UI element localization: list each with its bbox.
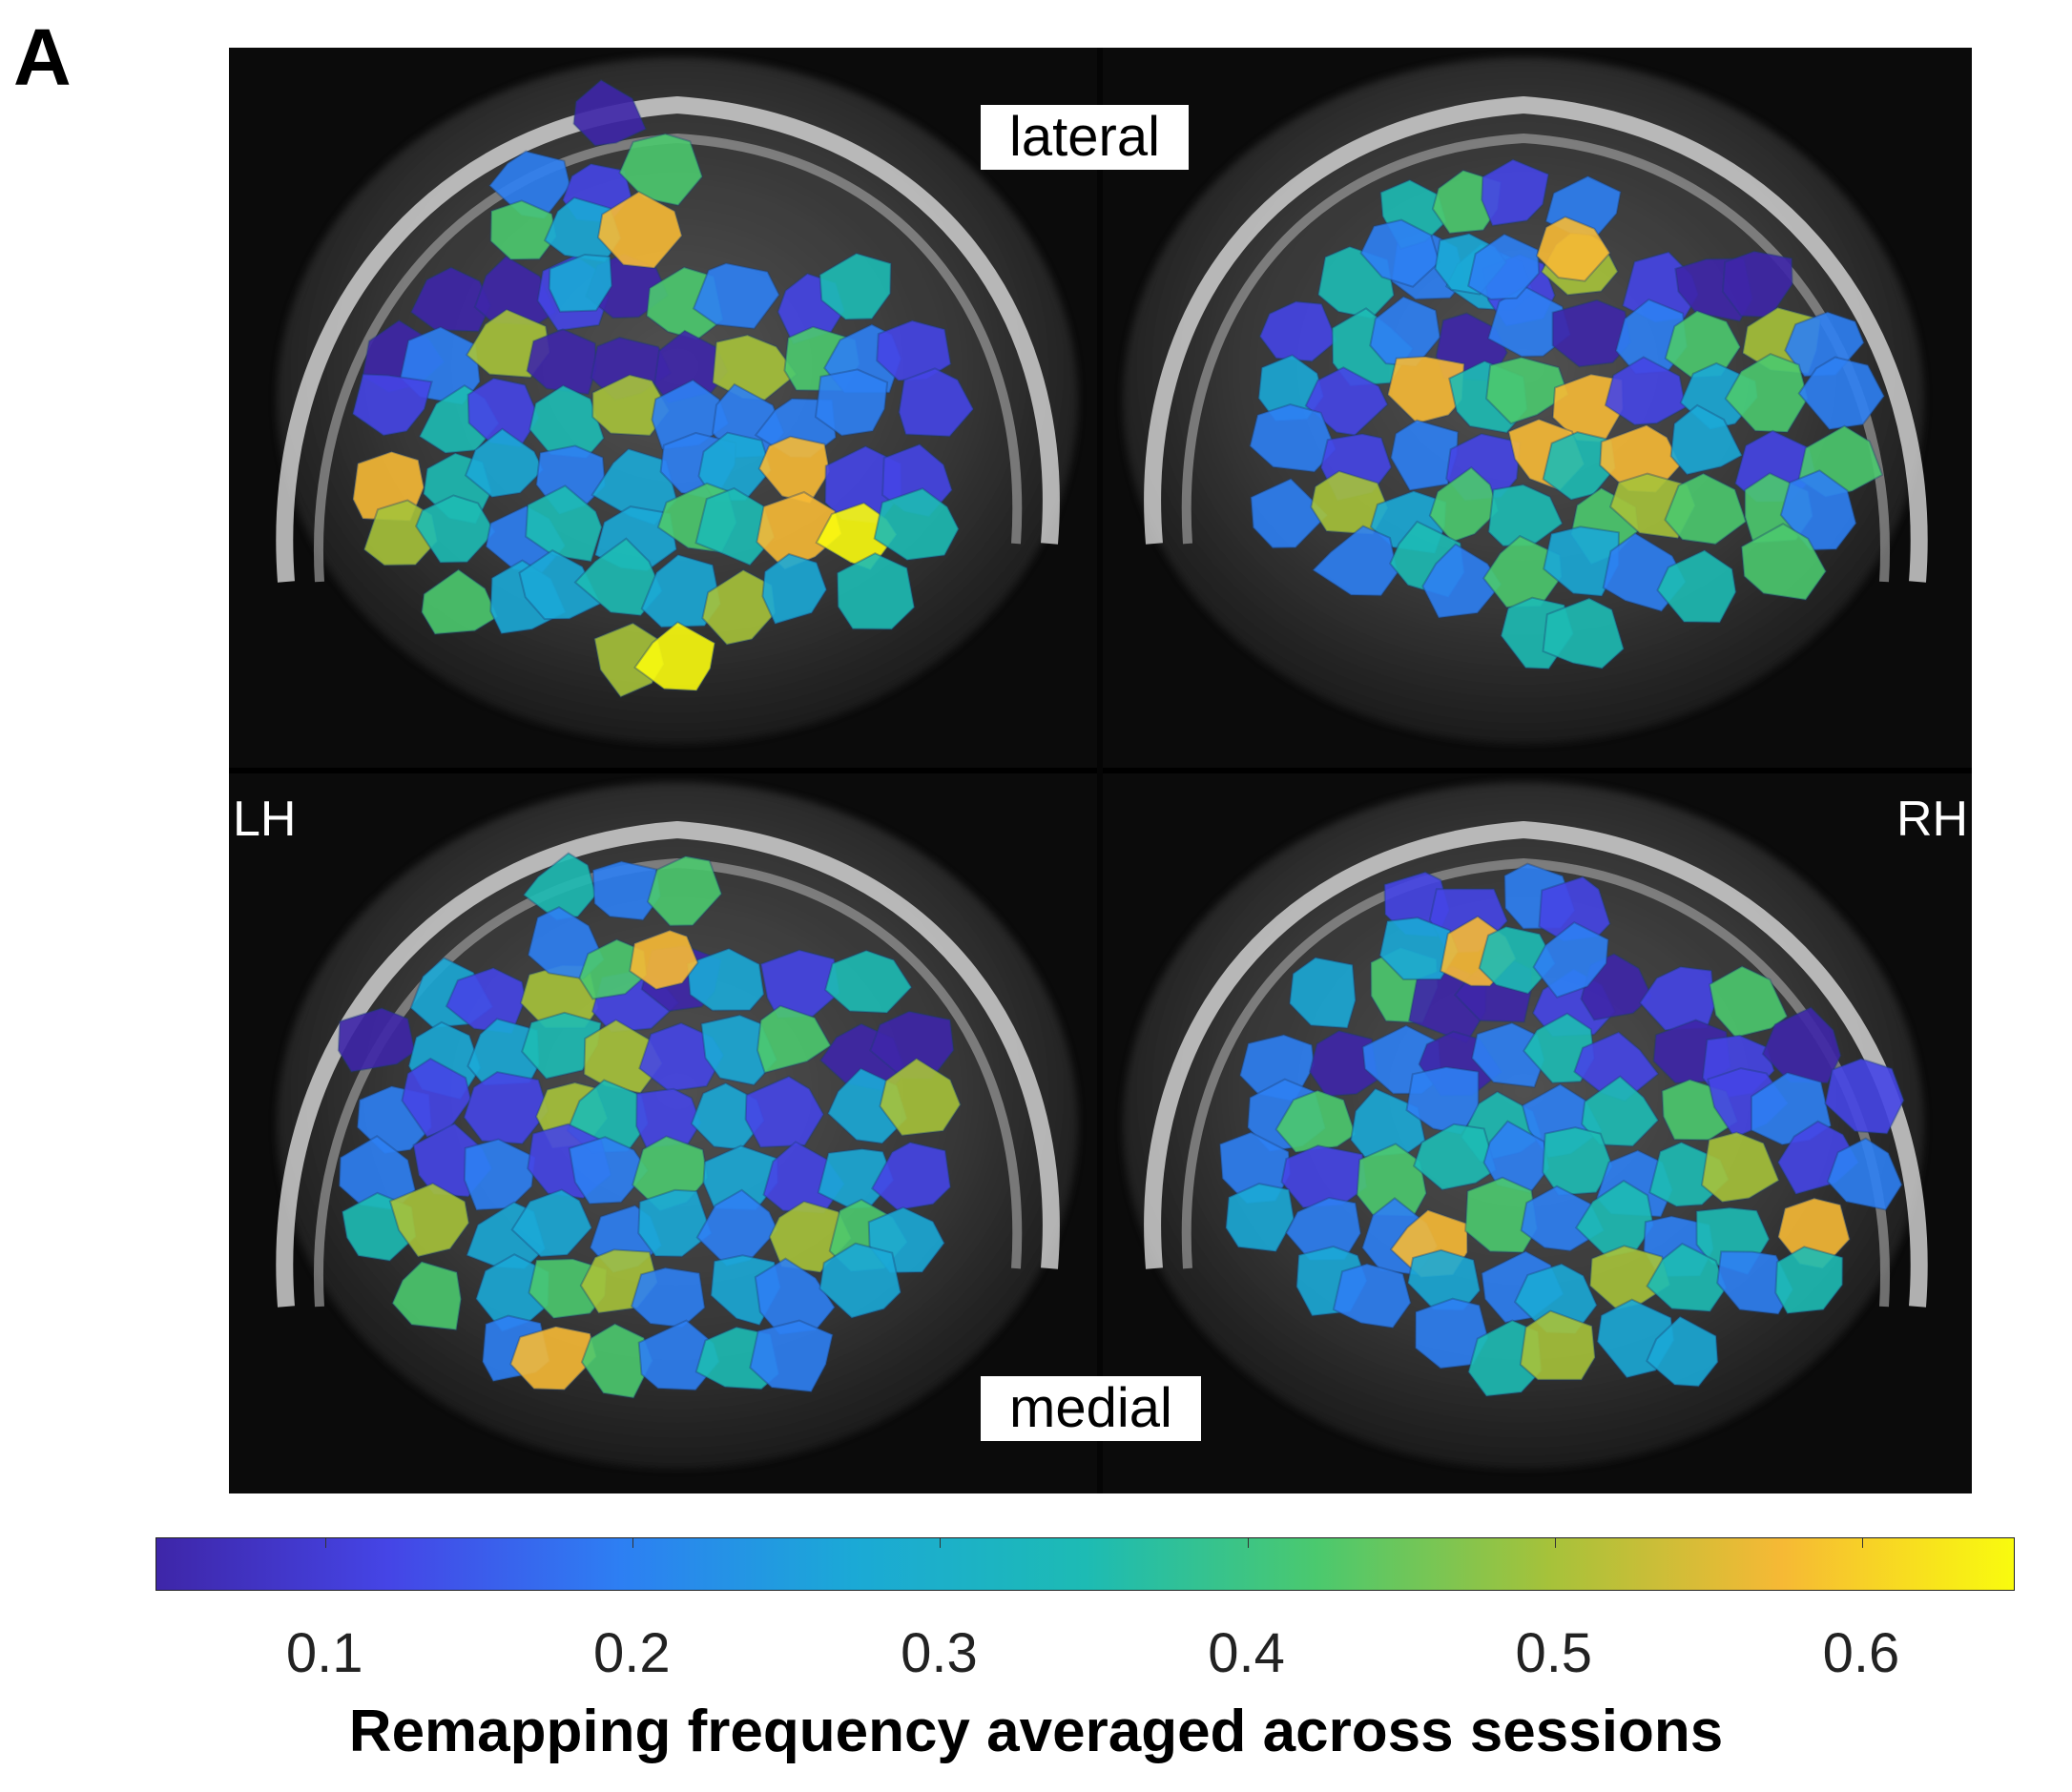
view-label-lateral: lateral (981, 105, 1189, 170)
colorbar-tick-label: 0.2 (593, 1622, 671, 1684)
colorbar (155, 1537, 2015, 1591)
colorbar-tick-label: 0.5 (1515, 1622, 1593, 1684)
parcel-mosaic (337, 78, 1905, 1399)
colorbar-tick (1861, 1538, 1863, 1548)
colorbar-tick (940, 1538, 942, 1548)
colorbar-tick (1247, 1538, 1249, 1548)
colorbar-label: Remapping frequency averaged across sess… (348, 1699, 1724, 1764)
colorbar-tick-label: 0.1 (285, 1622, 363, 1684)
colorbar-tick (632, 1538, 634, 1548)
hemisphere-label-left: LH (233, 792, 297, 847)
brain-render-image (229, 48, 1972, 1493)
brain-render-figure: lateral medial LH RH (229, 48, 1972, 1493)
view-label-medial: medial (981, 1376, 1201, 1441)
hemisphere-label-right: RH (1896, 792, 1969, 847)
colorbar-tick-label: 0.4 (1208, 1622, 1285, 1684)
colorbar-tick-label: 0.6 (1822, 1622, 1900, 1684)
panel-letter: A (13, 12, 72, 102)
colorbar-tick (1554, 1538, 1556, 1548)
colorbar-tick-label: 0.3 (901, 1622, 978, 1684)
colorbar-tick (325, 1538, 327, 1548)
